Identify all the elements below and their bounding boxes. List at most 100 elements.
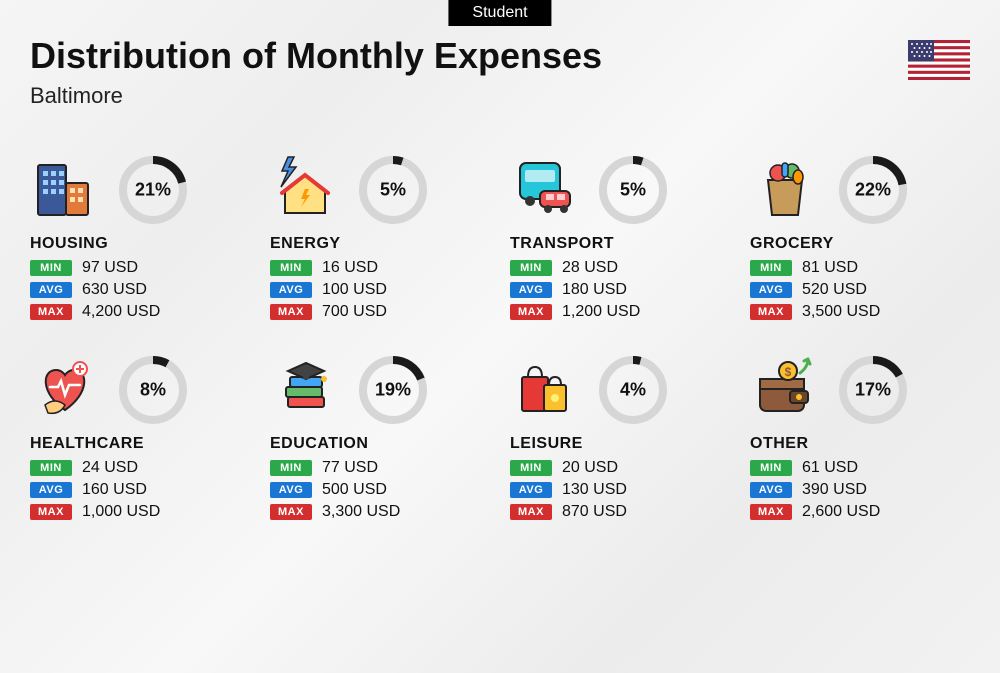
max-value: 870 USD bbox=[562, 503, 627, 521]
percent-label: 21% bbox=[135, 180, 171, 201]
percent-ring: 8% bbox=[118, 355, 188, 425]
category-name: HEALTHCARE bbox=[30, 435, 250, 453]
min-value: 24 USD bbox=[82, 459, 138, 477]
shopping-bags-icon bbox=[510, 355, 580, 425]
avg-tag: AVG bbox=[30, 482, 72, 498]
category-name: HOUSING bbox=[30, 235, 250, 253]
percent-ring: 19% bbox=[358, 355, 428, 425]
percent-ring: 4% bbox=[598, 355, 668, 425]
max-tag: MAX bbox=[270, 504, 312, 520]
expense-card-healthcare: 8% HEALTHCARE MIN 24 USD AVG 160 USD MAX… bbox=[30, 355, 250, 525]
stats: MIN 61 USD AVG 390 USD MAX 2,600 USD bbox=[750, 459, 970, 521]
avg-value: 130 USD bbox=[562, 481, 627, 499]
max-tag: MAX bbox=[510, 504, 552, 520]
expense-card-grocery: 22% GROCERY MIN 81 USD AVG 520 USD MAX 3… bbox=[750, 155, 970, 325]
avg-tag: AVG bbox=[30, 282, 72, 298]
min-value: 77 USD bbox=[322, 459, 378, 477]
avg-value: 390 USD bbox=[802, 481, 867, 499]
max-value: 3,500 USD bbox=[802, 303, 880, 321]
avg-tag: AVG bbox=[270, 482, 312, 498]
max-tag: MAX bbox=[30, 304, 72, 320]
grad-books-icon bbox=[270, 355, 340, 425]
max-tag: MAX bbox=[750, 304, 792, 320]
avg-tag: AVG bbox=[510, 482, 552, 498]
stats: MIN 24 USD AVG 160 USD MAX 1,000 USD bbox=[30, 459, 250, 521]
usa-flag-icon bbox=[908, 40, 970, 80]
heart-care-icon bbox=[30, 355, 100, 425]
percent-ring: 17% bbox=[838, 355, 908, 425]
max-value: 3,300 USD bbox=[322, 503, 400, 521]
min-tag: MIN bbox=[510, 460, 552, 476]
stats: MIN 20 USD AVG 130 USD MAX 870 USD bbox=[510, 459, 730, 521]
percent-label: 5% bbox=[620, 180, 646, 201]
avg-value: 180 USD bbox=[562, 281, 627, 299]
avg-value: 630 USD bbox=[82, 281, 147, 299]
avg-tag: AVG bbox=[270, 282, 312, 298]
min-tag: MIN bbox=[270, 260, 312, 276]
min-tag: MIN bbox=[30, 460, 72, 476]
min-value: 97 USD bbox=[82, 259, 138, 277]
min-value: 28 USD bbox=[562, 259, 618, 277]
expense-card-transport: 5% TRANSPORT MIN 28 USD AVG 180 USD MAX … bbox=[510, 155, 730, 325]
percent-ring: 5% bbox=[598, 155, 668, 225]
percent-label: 5% bbox=[380, 180, 406, 201]
city-name: Baltimore bbox=[30, 83, 970, 109]
stats: MIN 81 USD AVG 520 USD MAX 3,500 USD bbox=[750, 259, 970, 321]
wallet-icon: $ bbox=[750, 355, 820, 425]
svg-text:$: $ bbox=[785, 365, 792, 379]
page-title: Distribution of Monthly Expenses bbox=[30, 35, 970, 77]
max-value: 2,600 USD bbox=[802, 503, 880, 521]
category-name: TRANSPORT bbox=[510, 235, 730, 253]
max-tag: MAX bbox=[750, 504, 792, 520]
percent-label: 19% bbox=[375, 380, 411, 401]
expense-card-energy: 5% ENERGY MIN 16 USD AVG 100 USD MAX 700… bbox=[270, 155, 490, 325]
percent-label: 4% bbox=[620, 380, 646, 401]
category-name: EDUCATION bbox=[270, 435, 490, 453]
avg-value: 520 USD bbox=[802, 281, 867, 299]
avg-tag: AVG bbox=[750, 482, 792, 498]
min-value: 16 USD bbox=[322, 259, 378, 277]
min-value: 81 USD bbox=[802, 259, 858, 277]
category-name: OTHER bbox=[750, 435, 970, 453]
min-tag: MIN bbox=[510, 260, 552, 276]
bus-car-icon bbox=[510, 155, 580, 225]
grocery-bag-icon bbox=[750, 155, 820, 225]
avg-value: 160 USD bbox=[82, 481, 147, 499]
expense-card-leisure: 4% LEISURE MIN 20 USD AVG 130 USD MAX 87… bbox=[510, 355, 730, 525]
avg-value: 500 USD bbox=[322, 481, 387, 499]
min-tag: MIN bbox=[30, 260, 72, 276]
category-name: GROCERY bbox=[750, 235, 970, 253]
student-badge: Student bbox=[448, 0, 551, 26]
max-tag: MAX bbox=[510, 304, 552, 320]
expense-card-housing: 21% HOUSING MIN 97 USD AVG 630 USD MAX 4… bbox=[30, 155, 250, 325]
energy-house-icon bbox=[270, 155, 340, 225]
percent-label: 17% bbox=[855, 380, 891, 401]
max-value: 4,200 USD bbox=[82, 303, 160, 321]
max-value: 1,000 USD bbox=[82, 503, 160, 521]
min-tag: MIN bbox=[750, 460, 792, 476]
percent-ring: 22% bbox=[838, 155, 908, 225]
category-name: ENERGY bbox=[270, 235, 490, 253]
category-name: LEISURE bbox=[510, 435, 730, 453]
percent-ring: 21% bbox=[118, 155, 188, 225]
expense-card-education: 19% EDUCATION MIN 77 USD AVG 500 USD MAX… bbox=[270, 355, 490, 525]
stats: MIN 28 USD AVG 180 USD MAX 1,200 USD bbox=[510, 259, 730, 321]
percent-label: 22% bbox=[855, 180, 891, 201]
percent-label: 8% bbox=[140, 380, 166, 401]
percent-ring: 5% bbox=[358, 155, 428, 225]
min-tag: MIN bbox=[270, 460, 312, 476]
min-value: 61 USD bbox=[802, 459, 858, 477]
buildings-icon bbox=[30, 155, 100, 225]
min-tag: MIN bbox=[750, 260, 792, 276]
max-tag: MAX bbox=[270, 304, 312, 320]
expense-grid: 21% HOUSING MIN 97 USD AVG 630 USD MAX 4… bbox=[30, 155, 970, 525]
max-tag: MAX bbox=[30, 504, 72, 520]
stats: MIN 16 USD AVG 100 USD MAX 700 USD bbox=[270, 259, 490, 321]
max-value: 700 USD bbox=[322, 303, 387, 321]
expense-card-other: $ 17% OTHER MIN 61 USD AVG 390 USD MAX bbox=[750, 355, 970, 525]
max-value: 1,200 USD bbox=[562, 303, 640, 321]
stats: MIN 77 USD AVG 500 USD MAX 3,300 USD bbox=[270, 459, 490, 521]
stats: MIN 97 USD AVG 630 USD MAX 4,200 USD bbox=[30, 259, 250, 321]
min-value: 20 USD bbox=[562, 459, 618, 477]
avg-value: 100 USD bbox=[322, 281, 387, 299]
